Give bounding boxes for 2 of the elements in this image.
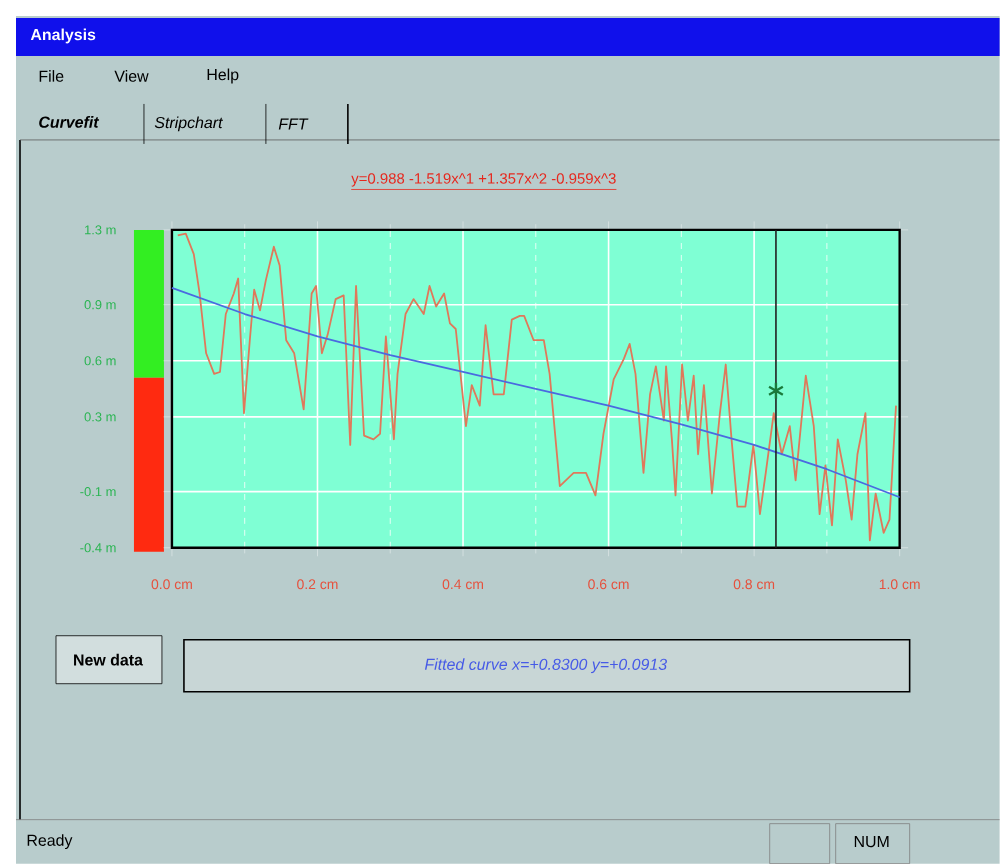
line-series — [176, 232, 897, 542]
line-series — [171, 286, 901, 499]
